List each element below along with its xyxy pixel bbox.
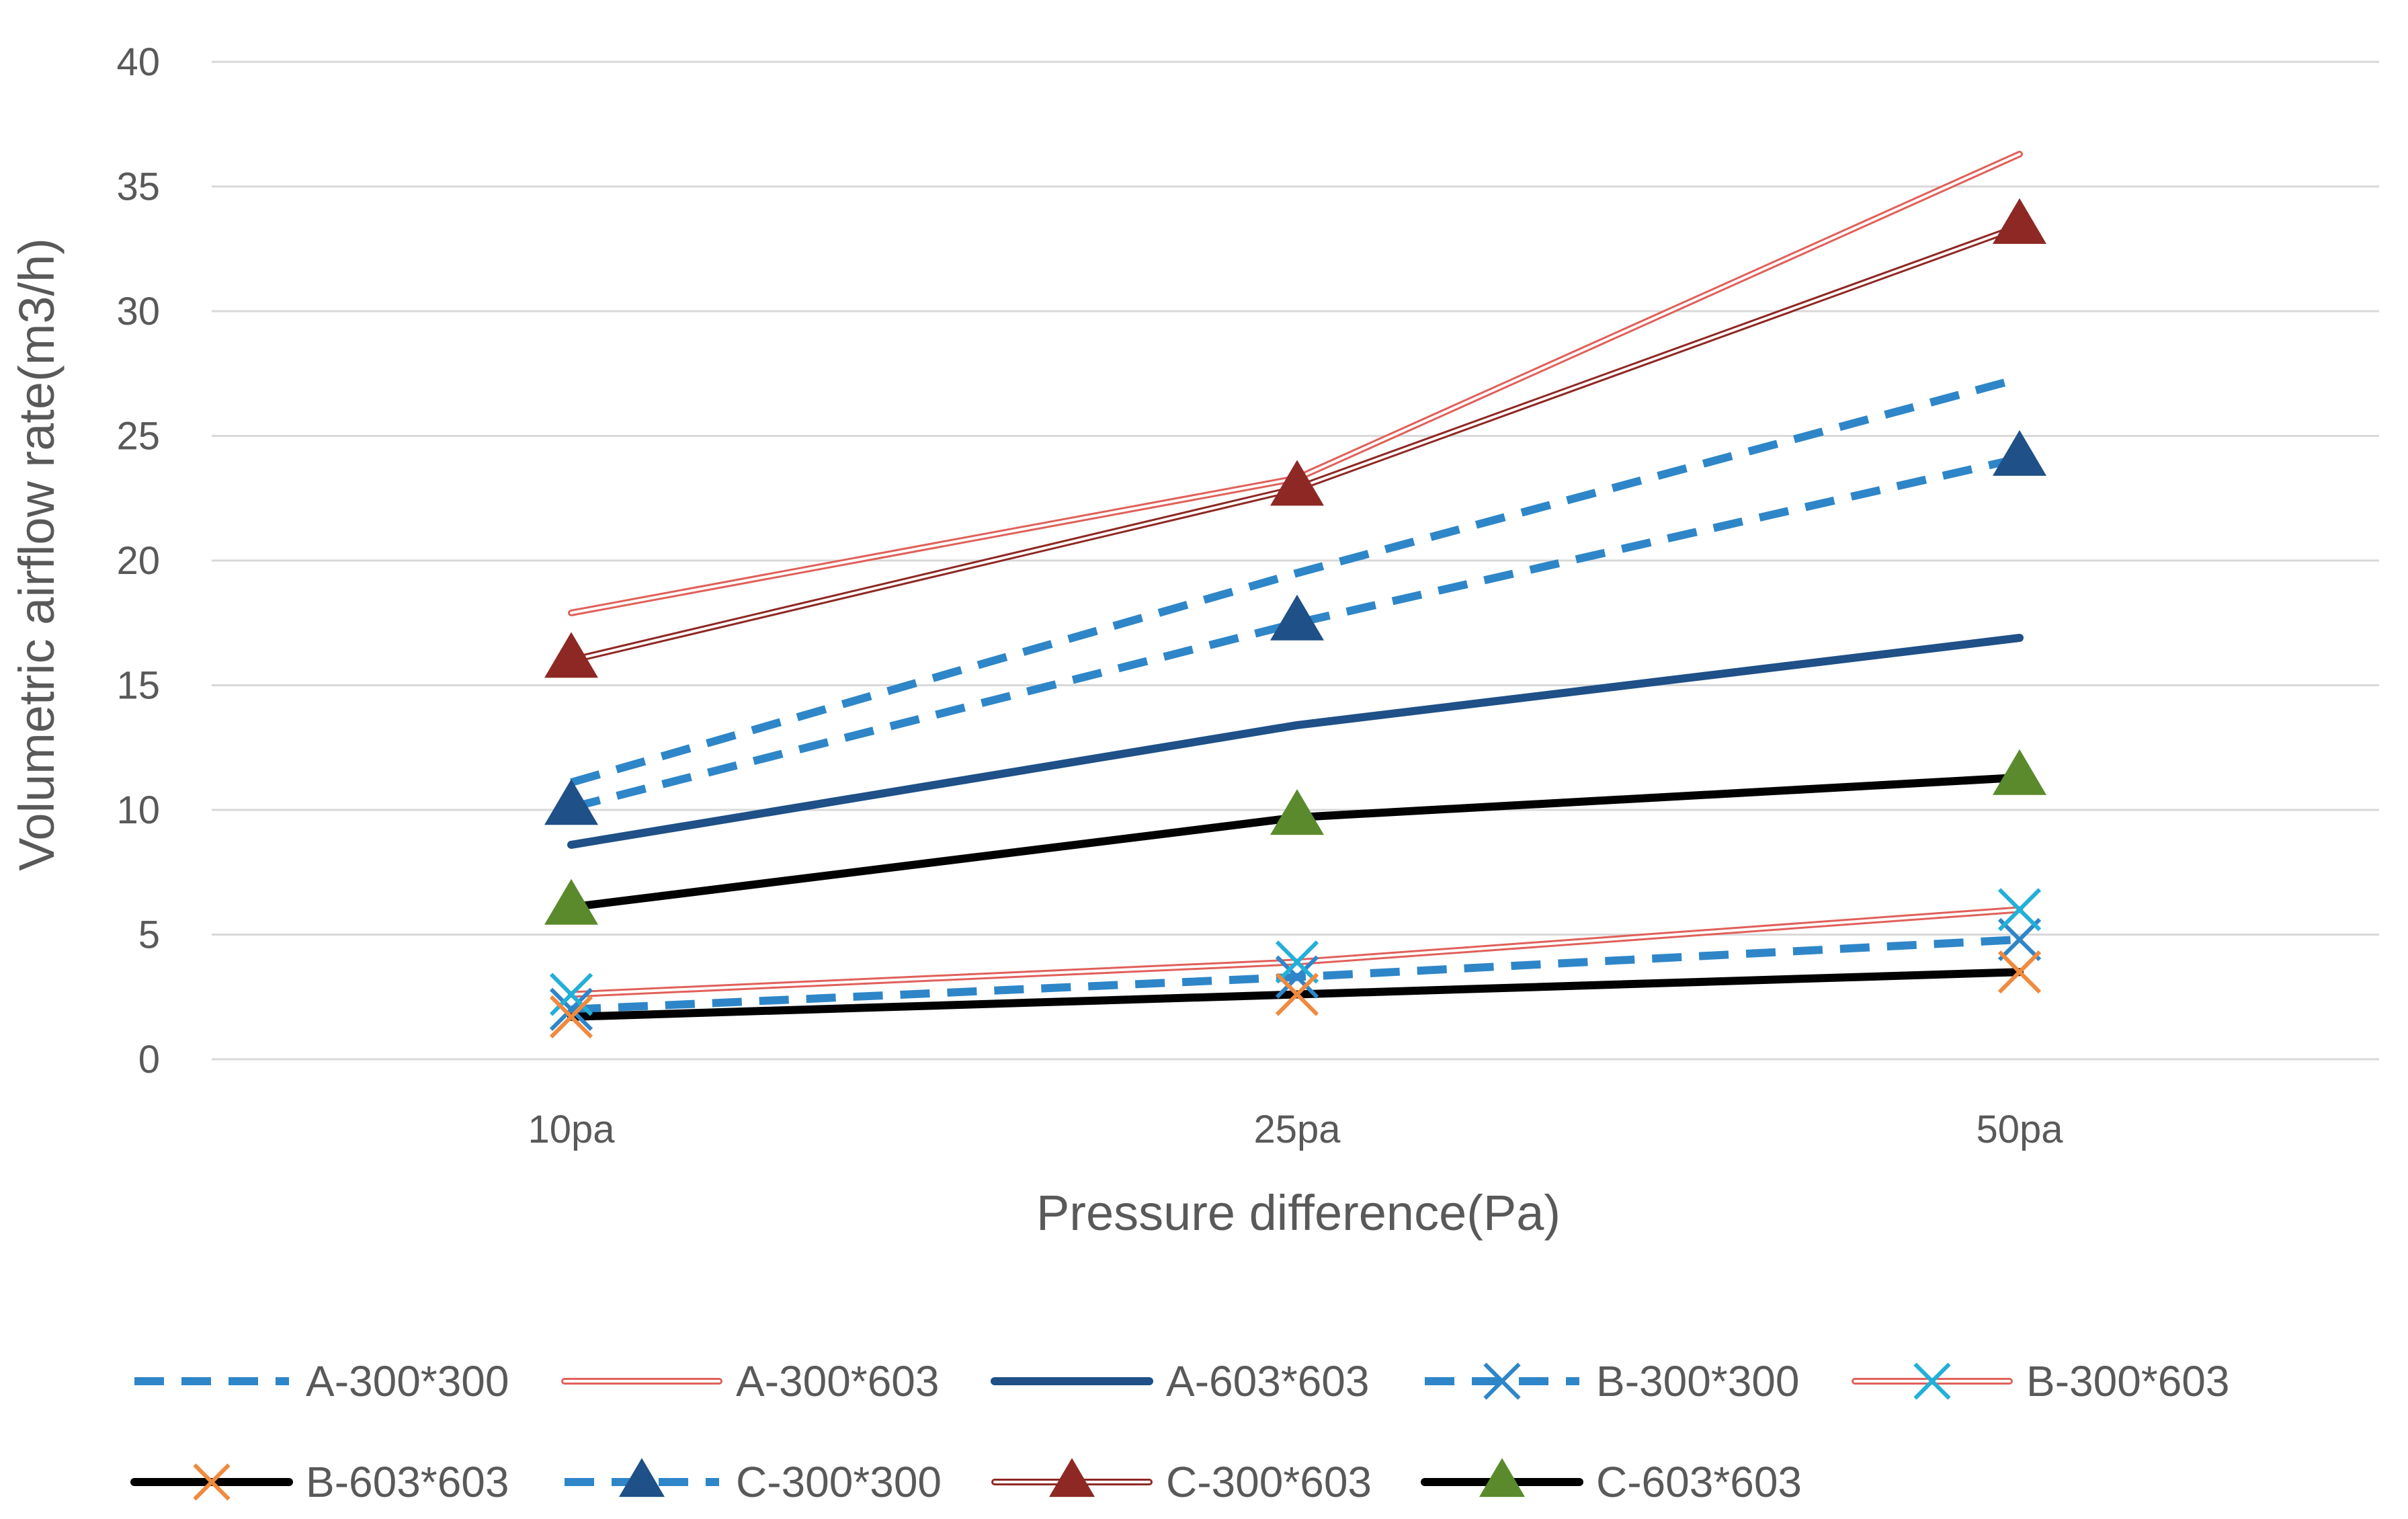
data-point-b-603-603-25pa — [1275, 973, 1319, 1016]
series-line-a-300-300 — [570, 374, 2021, 786]
series-lines — [567, 151, 2024, 1021]
legend-label-c-300-603: C-300*603 — [1166, 1458, 1372, 1506]
series-line-c-300-603 — [568, 222, 2023, 664]
y-tick-label-0: 0 — [138, 1038, 160, 1081]
legend-marker-c-300-603 — [1049, 1458, 1095, 1497]
data-point-c-300-300-10pa — [544, 779, 598, 825]
legend-marker-b-603-603 — [193, 1463, 231, 1501]
x-axis-title: Pressure difference(Pa) — [1036, 1185, 1561, 1241]
data-point-c-300-300-25pa — [1270, 594, 1324, 641]
legend-label-c-603-603: C-603*603 — [1596, 1458, 1802, 1506]
series-line-c-300-300 — [570, 454, 2021, 812]
y-tick-label-5: 5 — [138, 913, 160, 957]
legend-item-a-603-603: A-603*603 — [991, 1357, 1369, 1405]
legend-item-a-300-603: A-300*603 — [561, 1357, 939, 1405]
data-point-b-300-300-50pa — [1997, 917, 2042, 962]
legend-item-b-603-603: B-603*603 — [130, 1458, 509, 1506]
data-point-c-300-603-50pa — [1993, 198, 2046, 244]
y-tick-label-15: 15 — [116, 664, 160, 708]
data-point-b-300-603-10pa — [549, 973, 593, 1016]
x-tick-label-25pa: 25pa — [1253, 1108, 1341, 1151]
legend-item-c-603-603: C-603*603 — [1421, 1458, 1802, 1506]
legend-label-b-300-603: B-300*603 — [2026, 1357, 2229, 1405]
legend: A-300*300 A-300*603 A-603*603 B-300*300 B-30… — [130, 1357, 2229, 1506]
legend-marker-b-300-603 — [1913, 1362, 1951, 1400]
data-point-b-300-603-50pa — [1997, 888, 2042, 932]
y-tick-label-10: 10 — [116, 788, 160, 832]
data-point-b-300-300-25pa — [1275, 955, 1319, 999]
x-axis-tick-labels: 10pa 25pa 50pa — [528, 1108, 2063, 1151]
gridlines — [212, 60, 2379, 1061]
data-point-c-300-603-25pa — [1270, 460, 1324, 506]
y-tick-label-35: 35 — [116, 165, 160, 209]
legend-label-a-300-300: A-300*300 — [306, 1357, 509, 1405]
data-point-b-603-603-10pa — [549, 995, 593, 1039]
legend-label-c-300-300: C-300*300 — [736, 1458, 942, 1506]
data-point-c-603-603-50pa — [1993, 749, 2046, 795]
series-line-a-603-603 — [567, 634, 2024, 849]
y-tick-label-30: 30 — [116, 290, 160, 333]
data-point-b-300-603-25pa — [1275, 940, 1319, 984]
legend-marker-c-300-300 — [619, 1458, 665, 1497]
x-tick-label-10pa: 10pa — [528, 1108, 615, 1151]
legend-marker-c-603-603 — [1479, 1458, 1525, 1497]
legend-item-a-300-300: A-300*300 — [134, 1357, 509, 1405]
legend-label-a-603-603: A-603*603 — [1166, 1357, 1369, 1405]
legend-item-b-300-300: B-300*300 — [1425, 1357, 1799, 1405]
series-line-a-300-603 — [568, 151, 2023, 616]
legend-label-b-603-603: B-603*603 — [306, 1458, 509, 1506]
data-point-c-603-603-10pa — [544, 878, 598, 925]
y-tick-label-20: 20 — [116, 539, 160, 583]
legend-label-a-300-603: A-300*603 — [736, 1357, 939, 1405]
data-point-c-300-603-10pa — [544, 632, 598, 678]
y-axis-tick-labels: 0 5 10 15 20 25 30 35 40 — [116, 40, 160, 1081]
data-point-c-300-300-50pa — [1993, 429, 2046, 476]
series-markers — [544, 198, 2046, 1039]
x-tick-label-50pa: 50pa — [1976, 1108, 2063, 1151]
y-tick-label-25: 25 — [116, 415, 160, 458]
y-axis-title: Volumetric airflow rate(m3/h) — [9, 238, 65, 871]
y-tick-label-40: 40 — [116, 40, 160, 84]
legend-marker-b-300-300 — [1483, 1362, 1521, 1400]
data-point-c-603-603-25pa — [1270, 789, 1324, 835]
data-point-b-603-603-50pa — [1997, 950, 2042, 994]
legend-item-c-300-300: C-300*300 — [565, 1458, 942, 1506]
legend-item-b-300-603: B-300*603 — [1852, 1357, 2229, 1405]
legend-item-c-300-603: C-300*603 — [991, 1458, 1372, 1506]
data-point-b-300-300-10pa — [549, 987, 593, 1031]
legend-label-b-300-300: B-300*300 — [1596, 1357, 1799, 1405]
